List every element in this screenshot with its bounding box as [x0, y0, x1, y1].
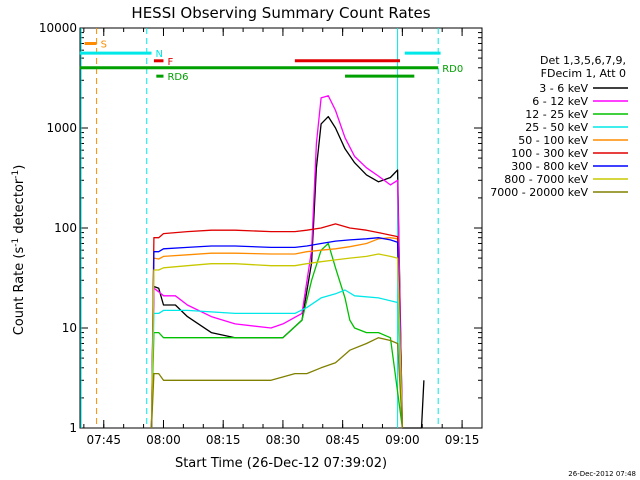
x-tick-label: 09:15: [445, 433, 480, 447]
y-tick-label: 10000: [39, 21, 77, 35]
legend-entry-label: 50 - 100 keV: [518, 134, 588, 147]
x-tick-label: 07:45: [86, 433, 121, 447]
plot-frame: [79, 27, 483, 429]
series-line: [150, 253, 404, 429]
legend-entry-label: 12 - 25 keV: [525, 108, 588, 121]
x-axis-ticks: 07:45 08:00 08:15 08:30 08:45 09:00 09:15: [83, 28, 483, 447]
x-tick-label: 09:00: [385, 433, 420, 447]
y-tick-label: 100: [54, 221, 77, 235]
legend-entry-label: 6 - 12 keV: [532, 95, 588, 108]
legend-entry-label: 800 - 7000 keV: [504, 173, 588, 186]
vertical-markers: [80, 28, 439, 428]
legend-entry-label: 25 - 50 keV: [525, 121, 588, 134]
x-tick-label: 08:30: [266, 433, 301, 447]
legend-entry-label: 300 - 800 keV: [511, 160, 588, 173]
flag-bars: S NF RD0 RD6: [79, 39, 463, 83]
series-line: [150, 237, 404, 429]
series-line: [150, 95, 404, 429]
flag-label: RD0: [442, 64, 463, 75]
legend-entry-label: 3 - 6 keV: [539, 82, 588, 95]
legend-header: FDecim 1, Att 0: [541, 67, 626, 80]
series-line: [150, 223, 404, 429]
series-line: [150, 337, 404, 429]
series-line: [150, 242, 404, 429]
series-lines: [150, 95, 425, 429]
flag-label: N: [156, 49, 163, 60]
y-axis-ticks: 1 10 100 1000 10000: [39, 21, 482, 435]
flag-label: RD6: [167, 72, 188, 83]
legend: Det 1,3,5,6,7,9,FDecim 1, Att 0 3 - 6 keV…: [490, 54, 628, 199]
flag-label: F: [167, 57, 173, 68]
y-tick-label: 10: [62, 321, 77, 335]
y-tick-label: 1: [69, 421, 77, 435]
chart-title: HESSI Observing Summary Count Rates: [131, 4, 430, 22]
series-line: [150, 115, 425, 429]
legend-entry-label: 100 - 300 keV: [511, 147, 588, 160]
series-line: [150, 289, 404, 429]
footer-timestamp: 26-Dec-2012 07:48: [568, 470, 636, 478]
x-tick-label: 08:15: [206, 433, 241, 447]
x-tick-label: 08:45: [325, 433, 360, 447]
flag-label: S: [101, 39, 107, 50]
legend-header: Det 1,3,5,6,7,9,: [540, 54, 626, 67]
x-axis-label: Start Time (26-Dec-12 07:39:02): [175, 456, 387, 471]
y-axis-label: Count Rate (s-1 detector-1): [11, 165, 27, 336]
y-tick-label: 1000: [46, 121, 77, 135]
x-tick-label: 08:00: [146, 433, 181, 447]
legend-entry-label: 7000 - 20000 keV: [490, 186, 588, 199]
